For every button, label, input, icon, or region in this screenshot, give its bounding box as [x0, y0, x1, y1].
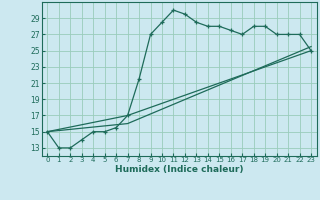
X-axis label: Humidex (Indice chaleur): Humidex (Indice chaleur)	[115, 165, 244, 174]
